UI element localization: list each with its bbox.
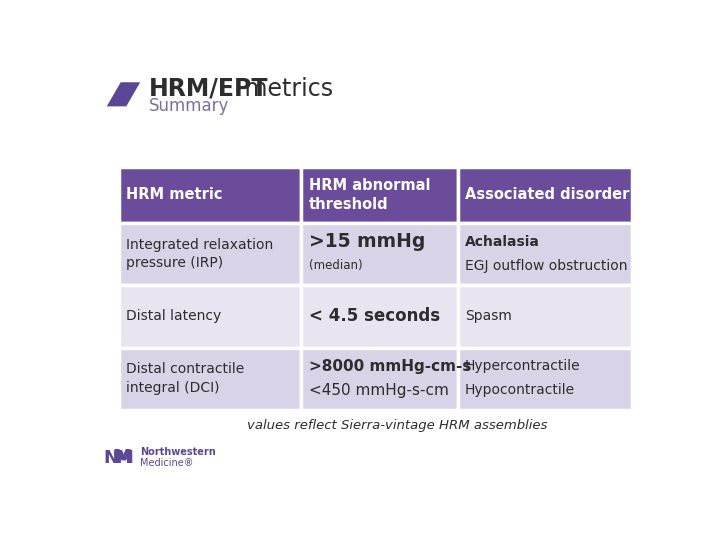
Text: Μ: Μ [109,448,132,467]
Bar [301,223,458,285]
Text: HRM metric: HRM metric [126,187,222,202]
Bar [119,167,301,223]
Bar [301,285,458,348]
Bar [119,223,301,285]
Bar [458,285,632,348]
Text: Summary: Summary [148,97,229,116]
Bar [458,223,632,285]
Bar [119,348,301,410]
Text: M: M [116,449,133,467]
Text: Integrated relaxation
pressure (IRP): Integrated relaxation pressure (IRP) [126,238,274,271]
Text: Hypercontractile: Hypercontractile [465,359,581,373]
Text: HRM/EPT: HRM/EPT [148,77,268,101]
Text: >15 mmHg: >15 mmHg [308,232,425,251]
Bar [301,167,458,223]
Text: Achalasia: Achalasia [465,234,540,248]
Text: < 4.5 seconds: < 4.5 seconds [308,307,440,326]
Text: Distal latency: Distal latency [126,309,222,323]
Text: Distal contractile
integral (DCI): Distal contractile integral (DCI) [126,362,245,395]
Bar [119,285,301,348]
Text: <450 mmHg-s-cm: <450 mmHg-s-cm [308,383,449,398]
Text: metrics: metrics [237,77,333,101]
Text: Spasm: Spasm [465,309,512,323]
Text: Northwestern: Northwestern [140,447,216,457]
Text: N: N [104,449,119,467]
Bar [458,348,632,410]
Bar [458,167,632,223]
Text: Hypocontractile: Hypocontractile [465,383,575,397]
Bar [301,348,458,410]
Text: Medicine®: Medicine® [140,458,194,468]
Text: Associated disorder: Associated disorder [465,187,629,202]
Text: >8000 mmHg-cm-s: >8000 mmHg-cm-s [308,359,471,374]
Text: values reflect Sierra-vintage HRM assemblies: values reflect Sierra-vintage HRM assemb… [247,419,547,432]
Text: EGJ outflow obstruction: EGJ outflow obstruction [465,259,628,273]
Polygon shape [107,82,140,106]
Text: (median): (median) [308,259,362,272]
Text: HRM abnormal
threshold: HRM abnormal threshold [308,178,430,212]
